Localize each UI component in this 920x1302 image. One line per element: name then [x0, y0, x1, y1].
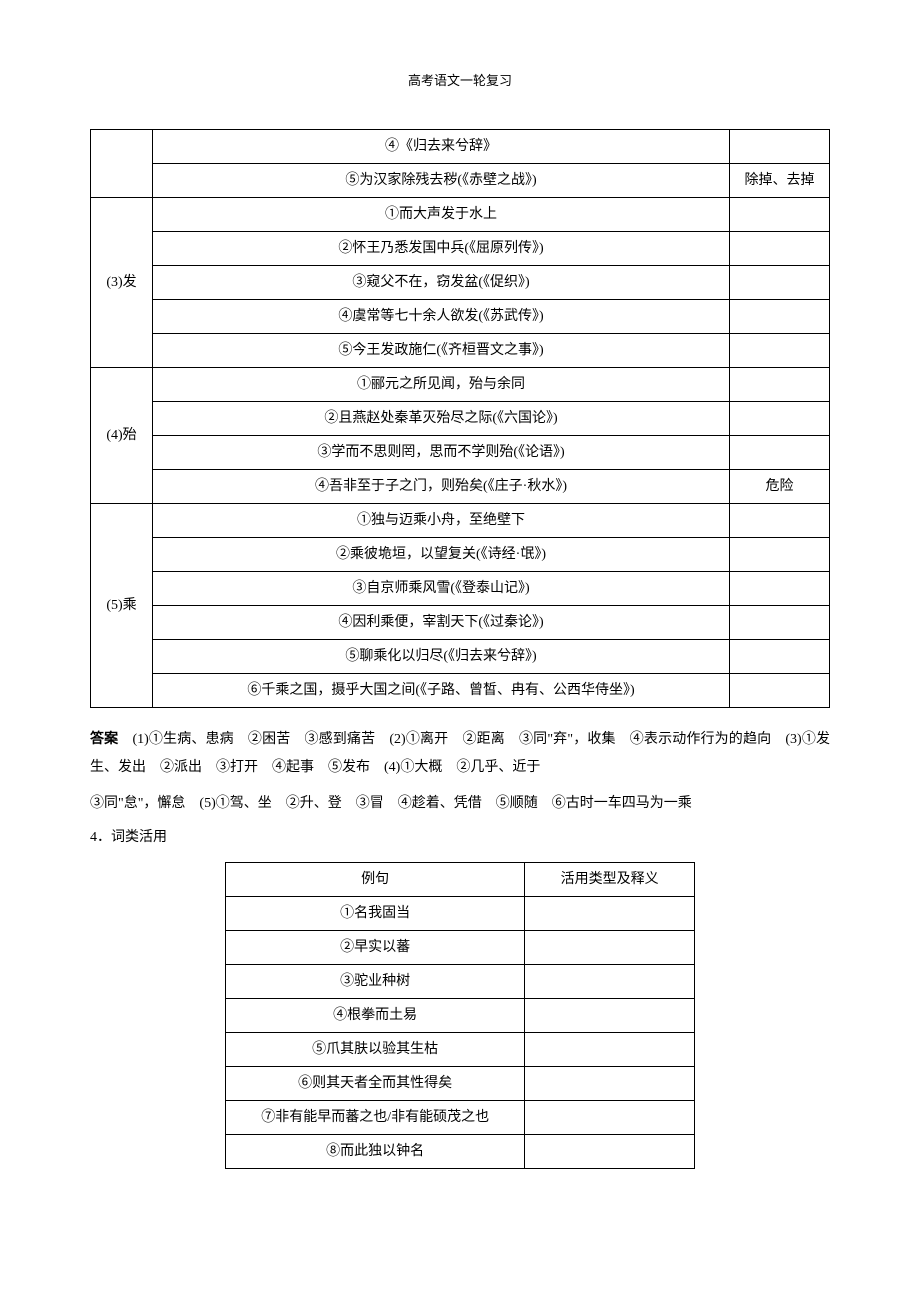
meaning-cell: 除掉、去掉	[730, 164, 830, 198]
polysemy-table: ④《归去来兮辞》⑤为汉家除残去秽(《赤壁之战》)除掉、去掉(3)发①而大声发于水…	[90, 129, 830, 708]
col-meaning-header: 活用类型及释义	[525, 863, 695, 897]
table-row: ②怀王乃悉发国中兵(《屈原列传》)	[91, 232, 830, 266]
example-cell: ③学而不思则罔，思而不学则殆(《论语》)	[153, 436, 730, 470]
meaning-cell	[525, 1101, 695, 1135]
example-cell: ①独与迈乘小舟，至绝壁下	[153, 504, 730, 538]
example-cell: ①而大声发于水上	[153, 198, 730, 232]
example-cell: ⑤聊乘化以归尽(《归去来兮辞》)	[153, 640, 730, 674]
table-row: ④《归去来兮辞》	[91, 130, 830, 164]
table-row: ⑥千乘之国，摄乎大国之间(《子路、曾皙、冉有、公西华侍坐》)	[91, 674, 830, 708]
example-cell: ③自京师乘风雪(《登泰山记》)	[153, 572, 730, 606]
table-row: (3)发①而大声发于水上	[91, 198, 830, 232]
page-header: 高考语文一轮复习	[90, 70, 830, 89]
table-row: ③自京师乘风雪(《登泰山记》)	[91, 572, 830, 606]
example-cell: ⑥则其天者全而其性得矣	[226, 1067, 525, 1101]
example-cell: ③驼业种树	[226, 965, 525, 999]
answers-line2: ③同"怠"，懈怠 (5)①驾、坐 ②升、登 ③冒 ④趁着、凭借 ⑤顺随 ⑥古时一…	[90, 790, 830, 818]
table-row: ③学而不思则罔，思而不学则殆(《论语》)	[91, 436, 830, 470]
meaning-cell	[525, 965, 695, 999]
meaning-cell	[730, 402, 830, 436]
meaning-cell	[525, 897, 695, 931]
table-row: ⑥则其天者全而其性得矣	[226, 1067, 695, 1101]
example-cell: ②乘彼垝垣，以望复关(《诗经·氓》)	[153, 538, 730, 572]
example-cell: ④根拳而土易	[226, 999, 525, 1033]
meaning-cell	[730, 198, 830, 232]
example-cell: ③窥父不在，窃发盆(《促织》)	[153, 266, 730, 300]
meaning-cell	[525, 999, 695, 1033]
meaning-cell	[730, 538, 830, 572]
example-cell: ⑥千乘之国，摄乎大国之间(《子路、曾皙、冉有、公西华侍坐》)	[153, 674, 730, 708]
table-row: ⑤爪其肤以验其生枯	[226, 1033, 695, 1067]
table-row: ④根拳而土易	[226, 999, 695, 1033]
answers-line1: (1)①生病、患病 ②困苦 ③感到痛苦 (2)①离开 ②距离 ③同"弃"，收集 …	[90, 732, 830, 775]
group-label: (3)发	[91, 198, 153, 368]
meaning-cell	[730, 266, 830, 300]
table-row: ⑤聊乘化以归尽(《归去来兮辞》)	[91, 640, 830, 674]
table-row: ②且燕赵处秦革灭殆尽之际(《六国论》)	[91, 402, 830, 436]
meaning-cell	[730, 300, 830, 334]
meaning-cell	[730, 436, 830, 470]
example-cell: ②早实以蕃	[226, 931, 525, 965]
answers-label: 答案	[90, 732, 118, 747]
table-row: ④因利乘便，宰割天下(《过秦论》)	[91, 606, 830, 640]
meaning-cell	[730, 334, 830, 368]
answers-block: 答案 (1)①生病、患病 ②困苦 ③感到痛苦 (2)①离开 ②距离 ③同"弃"，…	[90, 726, 830, 782]
example-cell: ②且燕赵处秦革灭殆尽之际(《六国论》)	[153, 402, 730, 436]
table-row: ⑧而此独以钟名	[226, 1135, 695, 1169]
example-cell: ⑧而此独以钟名	[226, 1135, 525, 1169]
meaning-cell	[730, 130, 830, 164]
table-row: ③驼业种树	[226, 965, 695, 999]
table-row: ⑦非有能早而蕃之也/非有能硕茂之也	[226, 1101, 695, 1135]
group-label: (4)殆	[91, 368, 153, 504]
example-cell: ④吾非至于子之门，则殆矣(《庄子·秋水》)	[153, 470, 730, 504]
table-row: ②乘彼垝垣，以望复关(《诗经·氓》)	[91, 538, 830, 572]
example-cell: ④因利乘便，宰割天下(《过秦论》)	[153, 606, 730, 640]
col-example-header: 例句	[226, 863, 525, 897]
example-cell: ①郦元之所见闻，殆与余同	[153, 368, 730, 402]
meaning-cell	[730, 640, 830, 674]
table-row: ④虞常等七十余人欲发(《苏武传》)	[91, 300, 830, 334]
usage-table: 例句 活用类型及释义 ①名我固当②早实以蕃③驼业种树④根拳而土易⑤爪其肤以验其生…	[225, 862, 695, 1169]
meaning-cell	[730, 232, 830, 266]
meaning-cell	[730, 572, 830, 606]
meaning-cell	[730, 504, 830, 538]
table-row: (4)殆①郦元之所见闻，殆与余同	[91, 368, 830, 402]
meaning-cell	[730, 674, 830, 708]
table-header-row: 例句 活用类型及释义	[226, 863, 695, 897]
meaning-cell	[525, 1067, 695, 1101]
table-row: (5)乘①独与迈乘小舟，至绝壁下	[91, 504, 830, 538]
meaning-cell	[730, 606, 830, 640]
meaning-cell	[730, 368, 830, 402]
meaning-cell: 危险	[730, 470, 830, 504]
example-cell: ②怀王乃悉发国中兵(《屈原列传》)	[153, 232, 730, 266]
example-cell: ⑤今王发政施仁(《齐桓晋文之事》)	[153, 334, 730, 368]
group-label	[91, 130, 153, 198]
table-row: ④吾非至于子之门，则殆矣(《庄子·秋水》)危险	[91, 470, 830, 504]
example-cell: ④《归去来兮辞》	[153, 130, 730, 164]
table-row: ⑤为汉家除残去秽(《赤壁之战》)除掉、去掉	[91, 164, 830, 198]
example-cell: ⑤爪其肤以验其生枯	[226, 1033, 525, 1067]
meaning-cell	[525, 1135, 695, 1169]
example-cell: ⑤为汉家除残去秽(《赤壁之战》)	[153, 164, 730, 198]
group-label: (5)乘	[91, 504, 153, 708]
table-row: ②早实以蕃	[226, 931, 695, 965]
table-row: ①名我固当	[226, 897, 695, 931]
meaning-cell	[525, 931, 695, 965]
table-row: ⑤今王发政施仁(《齐桓晋文之事》)	[91, 334, 830, 368]
example-cell: ④虞常等七十余人欲发(《苏武传》)	[153, 300, 730, 334]
example-cell: ⑦非有能早而蕃之也/非有能硕茂之也	[226, 1101, 525, 1135]
table-row: ③窥父不在，窃发盆(《促织》)	[91, 266, 830, 300]
meaning-cell	[525, 1033, 695, 1067]
example-cell: ①名我固当	[226, 897, 525, 931]
section4-title: 4．词类活用	[90, 824, 830, 852]
